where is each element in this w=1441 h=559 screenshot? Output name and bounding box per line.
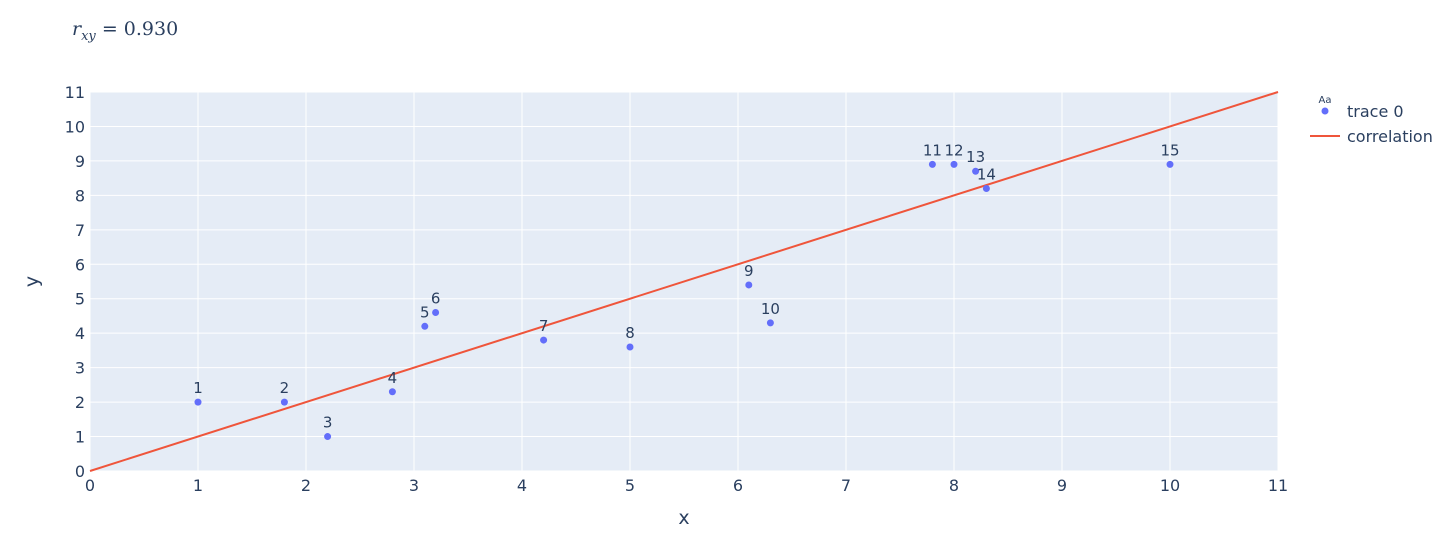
data-point (1166, 160, 1174, 168)
point-label: 3 (323, 414, 333, 432)
x-tick-label: 1 (193, 476, 203, 495)
data-point (324, 433, 332, 441)
title-value: = 0.930 (101, 18, 179, 40)
point-label: 6 (431, 290, 441, 308)
y-tick-label: 6 (75, 255, 85, 274)
x-tick-label: 4 (517, 476, 527, 495)
data-point (194, 398, 202, 406)
y-tick-label: 2 (75, 393, 85, 412)
data-point (540, 336, 548, 344)
point-label: 15 (1160, 141, 1179, 159)
point-label: 4 (388, 369, 398, 387)
data-point (972, 167, 980, 175)
y-tick-label: 7 (75, 221, 85, 240)
line-series (89, 91, 1279, 472)
y-axis-label: y (21, 276, 43, 287)
x-tick-label: 3 (409, 476, 419, 495)
point-label: 12 (944, 141, 963, 159)
data-point (432, 309, 440, 317)
data-point (950, 160, 958, 168)
point-label: 1 (193, 379, 203, 397)
x-tick-label: 9 (1057, 476, 1067, 495)
y-tick-label: 10 (65, 117, 85, 136)
title-subscript: xy (81, 28, 96, 44)
x-tick-label: 7 (841, 476, 851, 495)
point-label: 8 (625, 324, 635, 342)
data-point (280, 398, 288, 406)
data-point (745, 281, 753, 289)
legend-label: trace 0 (1347, 102, 1404, 121)
x-axis-ticks: 0 1 2 3 4 5 6 7 8 9 10 11 (85, 476, 1288, 495)
grid-lines (89, 91, 1279, 472)
point-label: 5 (420, 303, 430, 321)
chart-title: rxy = 0.930 (72, 18, 178, 44)
x-tick-label: 6 (733, 476, 743, 495)
y-tick-label: 0 (75, 462, 85, 481)
x-tick-label: 2 (301, 476, 311, 495)
x-tick-label: 0 (85, 476, 95, 495)
x-tick-label: 5 (625, 476, 635, 495)
y-tick-label: 3 (75, 359, 85, 378)
data-point (982, 184, 990, 192)
data-point (928, 160, 936, 168)
legend-label: correlation (1347, 127, 1433, 146)
point-label: 11 (923, 141, 942, 159)
y-tick-label: 8 (75, 186, 85, 205)
legend-marker-symbol (1321, 107, 1329, 115)
point-label: 13 (966, 148, 985, 166)
scatter-points (194, 160, 1174, 441)
point-label: 10 (761, 300, 780, 318)
data-point (388, 388, 396, 396)
data-point (766, 319, 774, 327)
x-tick-label: 10 (1160, 476, 1180, 495)
y-axis-ticks: 0 1 2 3 4 5 6 7 8 9 10 11 (65, 83, 85, 481)
x-tick-label: 8 (949, 476, 959, 495)
data-point (626, 343, 634, 351)
legend-item-trace-0[interactable]: Aa trace 0 (1319, 95, 1404, 121)
y-tick-label: 11 (65, 83, 85, 102)
point-label: 14 (977, 165, 996, 183)
legend[interactable]: Aa trace 0 correlation (1310, 95, 1433, 146)
point-label: 2 (280, 379, 290, 397)
legend-item-correlation[interactable]: correlation (1310, 127, 1433, 146)
x-axis-label: x (678, 507, 689, 529)
y-tick-label: 9 (75, 152, 85, 171)
legend-text-symbol: Aa (1319, 95, 1332, 106)
correlation-line (89, 91, 1279, 472)
y-tick-label: 4 (75, 324, 85, 343)
x-tick-label: 11 (1268, 476, 1288, 495)
data-point (421, 322, 429, 330)
y-tick-label: 1 (75, 428, 85, 447)
point-label: 9 (744, 262, 754, 280)
point-label: 7 (539, 317, 549, 335)
title-variable: r (72, 18, 82, 40)
y-tick-label: 5 (75, 290, 85, 309)
